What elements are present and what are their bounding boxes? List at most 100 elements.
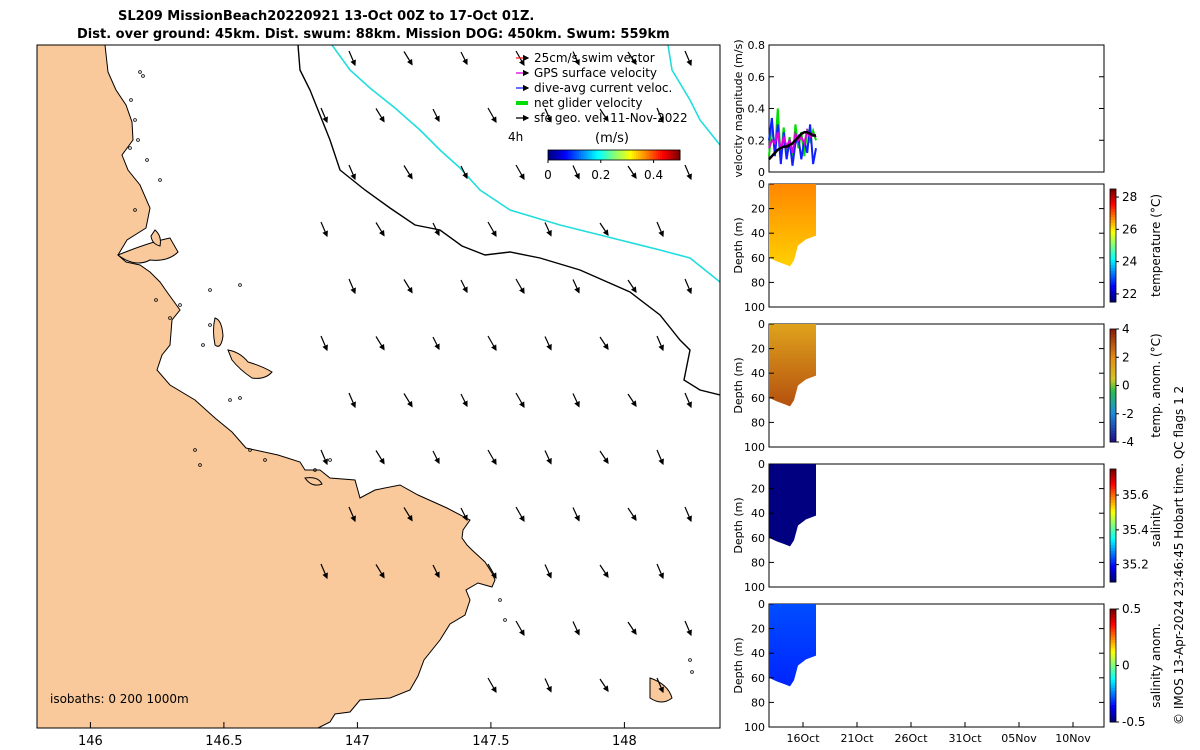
section-colorbar-tick-label: 22: [1122, 287, 1137, 301]
sfc-geo-arrow: [320, 221, 328, 238]
section-colorbar-segment: [1110, 340, 1116, 344]
colorbar-segment: [658, 150, 661, 160]
colorbar-segment: [592, 150, 595, 160]
depth-y-tick-label: 100: [744, 721, 765, 734]
section-colorbar-segment: [1110, 673, 1116, 678]
sfc-geo-arrow: [572, 507, 580, 522]
isobath-200m: [297, 45, 720, 396]
depth-y-axis-label: Depth (m): [732, 217, 745, 273]
colorbar-segment: [629, 150, 633, 160]
depth-y-tick-label: 0: [758, 458, 765, 471]
salinity-anomaly-section-frame: [768, 603, 1105, 728]
section-colorbar-segment: [1110, 239, 1116, 244]
section-colorbar-segment: [1110, 242, 1116, 246]
sfc-geo-arrow: [432, 222, 440, 237]
section-colorbar-segment: [1110, 253, 1116, 258]
sfc-geo-arrow: [684, 506, 692, 523]
sfc-geo-arrow: [375, 564, 385, 579]
section-colorbar-segment: [1110, 413, 1116, 418]
section-colorbar-label: temp. anom. (°C): [1149, 333, 1163, 437]
section-colorbar-segment: [1110, 357, 1116, 361]
colorbar-segment: [640, 150, 644, 160]
section-colorbar-segment: [1110, 402, 1116, 406]
sfc-geo-arrow: [599, 108, 609, 122]
reef-islet: [503, 618, 507, 622]
footer-note: © IMOS 13-Apr-2024 23:46:45 Hobart time.…: [1172, 386, 1186, 725]
section-colorbar-segment: [1110, 576, 1116, 580]
section-colorbar-segment: [1110, 343, 1116, 347]
depth-y-tick-label: 60: [751, 392, 765, 405]
section-colorbar-segment: [1110, 688, 1116, 692]
section-colorbar-segment: [1110, 422, 1116, 426]
reef-islet: [141, 74, 145, 78]
reef-islet: [129, 98, 133, 102]
section-colorbar-segment: [1110, 265, 1116, 269]
velocity-y-tick-label: 0.6: [748, 71, 766, 84]
sfc-geo-arrow: [544, 450, 552, 465]
section-colorbar-segment: [1110, 214, 1116, 218]
section-colorbar-tick-label: 28: [1122, 190, 1137, 204]
sfc-geo-arrow: [515, 620, 525, 637]
legend-label: sfc geo. vel. 11-Nov-2022: [534, 111, 688, 125]
date-x-tick-label: 26Oct: [894, 732, 928, 745]
colorbar-segment: [673, 150, 677, 160]
section-colorbar-segment: [1110, 611, 1116, 616]
velocity-y-axis-label: velocity magnitude (m/s): [732, 39, 745, 177]
section-colorbar-segment: [1110, 331, 1116, 336]
sfc-geo-arrow: [572, 393, 580, 408]
section-colorbar-segment: [1110, 710, 1116, 715]
section-colorbar-segment: [1110, 248, 1116, 252]
depth-y-tick-label: 100: [744, 581, 765, 594]
section-colorbar-label: temperature (°C): [1149, 194, 1163, 297]
section-colorbar-segment: [1110, 408, 1116, 412]
colorbar-segment: [578, 150, 582, 160]
sfc-geo-arrow: [544, 678, 552, 693]
section-colorbar-segment: [1110, 237, 1116, 241]
section-colorbar-segment: [1110, 290, 1116, 295]
sfc-geo-arrow: [544, 564, 552, 579]
sfc-geo-arrow: [348, 50, 356, 67]
section-colorbar-segment: [1110, 287, 1116, 292]
section-colorbar-segment: [1110, 485, 1116, 490]
sfc-geo-arrow: [656, 107, 664, 124]
section-colorbar-segment: [1110, 396, 1116, 401]
colorbar-segment: [574, 150, 578, 160]
depth-y-tick-label: 20: [751, 203, 765, 216]
section-colorbar-segment: [1110, 651, 1116, 655]
section-colorbar-segment: [1110, 334, 1116, 338]
section-colorbar-segment: [1110, 497, 1116, 501]
sfc-geo-arrow: [487, 221, 497, 238]
reef-islet: [138, 70, 142, 74]
reef-islet: [238, 396, 242, 400]
sfc-geo-arrow: [572, 165, 580, 180]
sfc-geo-arrow: [320, 449, 328, 466]
section-colorbar-segment: [1110, 430, 1116, 435]
section-colorbar-segment: [1110, 488, 1116, 493]
section-colorbar-segment: [1110, 262, 1116, 266]
mainland-coast: [37, 45, 496, 728]
colorbar-segment: [664, 150, 668, 160]
section-colorbar-segment: [1110, 268, 1116, 272]
section-colorbar-segment: [1110, 245, 1116, 249]
isobaths-label: isobaths: 0 200 1000m: [50, 692, 189, 706]
section-colorbar-segment: [1110, 542, 1116, 546]
section-colorbar-segment: [1110, 567, 1116, 572]
section-colorbar-segment: [1110, 282, 1116, 286]
depth-y-tick-label: 60: [751, 672, 765, 685]
section-colorbar-segment: [1110, 719, 1116, 723]
section-colorbar-segment: [1110, 399, 1116, 403]
colorbar-segment: [651, 150, 655, 160]
isobath-1000m: [331, 45, 720, 283]
sfc-geo-arrow: [572, 621, 580, 636]
colorbar-segment: [589, 150, 593, 160]
colorbar-segment: [638, 150, 641, 160]
figure-title-line2: Dist. over ground: 45km. Dist. swum: 88k…: [77, 27, 670, 42]
section-colorbar-segment: [1110, 617, 1116, 621]
island: [227, 349, 273, 379]
sfc-geo-arrow: [460, 165, 468, 180]
colorbar-segment: [677, 150, 681, 160]
section-colorbar-segment: [1110, 474, 1116, 478]
section-colorbar-segment: [1110, 536, 1116, 541]
colorbar-segment: [567, 150, 571, 160]
sfc-geo-arrow: [544, 336, 552, 351]
